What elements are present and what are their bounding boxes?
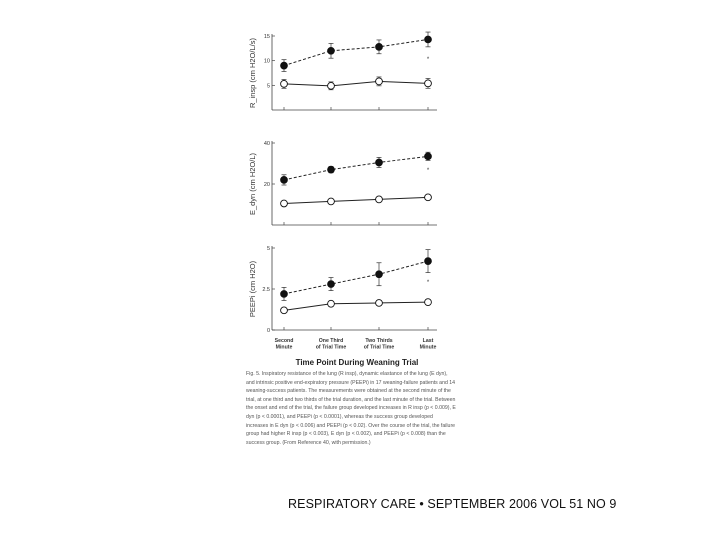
series-line-failure: [283, 260, 429, 295]
series-line-failure: [283, 155, 429, 181]
journal-footer: RESPIRATORY CARE • SEPTEMBER 2006 VOL 51…: [288, 497, 617, 511]
data-point-failure: [424, 257, 432, 265]
y-tick-label: 0: [267, 328, 270, 334]
x-axis-label: Time Point During Weaning Trial: [296, 358, 419, 367]
x-tick-label: of Trial Time: [316, 345, 347, 351]
y-axis-label: PEEPi (cm H2O): [248, 260, 257, 317]
data-point-success: [424, 193, 432, 202]
y-tick-label: 5: [267, 83, 270, 89]
y-tick-label: 40: [264, 141, 270, 147]
data-point-failure: [424, 35, 432, 44]
y-tick-label: 5: [267, 246, 270, 252]
data-point-failure: [280, 176, 288, 184]
y-tick-label: 2.5: [262, 287, 270, 293]
y-axis-label: R_insp (cm H2O/L/s): [248, 37, 257, 108]
data-point-success: [327, 81, 335, 90]
x-tick-label: Minute: [276, 345, 293, 351]
x-tick-label: One Third: [319, 338, 344, 344]
y-tick-label: 15: [264, 34, 270, 40]
series-line-success: [283, 80, 429, 87]
data-point-success: [375, 77, 383, 86]
data-point-failure: [375, 158, 383, 167]
series-line-success: [283, 196, 429, 204]
x-tick-label: Two Thirds: [365, 338, 392, 344]
significance-mark: *: [427, 57, 430, 63]
y-axis-label: E_dyn (cm H2O/L): [248, 152, 257, 215]
data-point-success: [280, 199, 288, 208]
data-point-success: [424, 298, 432, 306]
data-point-success: [327, 299, 335, 308]
y-tick-label: 20: [264, 182, 270, 188]
data-point-success: [375, 299, 383, 307]
x-tick-label: of Trial Time: [364, 345, 395, 351]
data-point-success: [327, 197, 335, 206]
y-tick-label: 10: [264, 59, 270, 65]
chart-panel-2: 40 20 E_dyn (cm H2O/L) *: [248, 141, 437, 226]
data-point-success: [280, 80, 288, 88]
data-point-success: [424, 79, 432, 88]
x-tick-label: Minute: [420, 345, 437, 351]
significance-mark: *: [427, 280, 430, 286]
data-point-success: [375, 195, 383, 204]
data-point-failure: [280, 61, 288, 70]
data-point-failure: [375, 43, 383, 51]
data-point-failure: [327, 46, 335, 55]
significance-mark: *: [427, 168, 430, 174]
figure-caption: Fig. 5. Inspiratory resistance of the lu…: [246, 371, 456, 446]
series-line-success: [283, 301, 429, 311]
x-tick-label: Second: [275, 338, 294, 344]
data-point-failure: [327, 280, 335, 288]
data-point-failure: [424, 152, 432, 161]
x-tick-label: Last: [423, 338, 434, 344]
chart-panel-1: 15 10 5 R_insp (cm H2O/L/s) *: [248, 31, 437, 111]
data-point-failure: [280, 290, 288, 298]
data-point-failure: [327, 165, 335, 174]
data-point-success: [280, 306, 288, 315]
series-line-failure: [283, 38, 429, 67]
data-point-failure: [375, 270, 383, 279]
